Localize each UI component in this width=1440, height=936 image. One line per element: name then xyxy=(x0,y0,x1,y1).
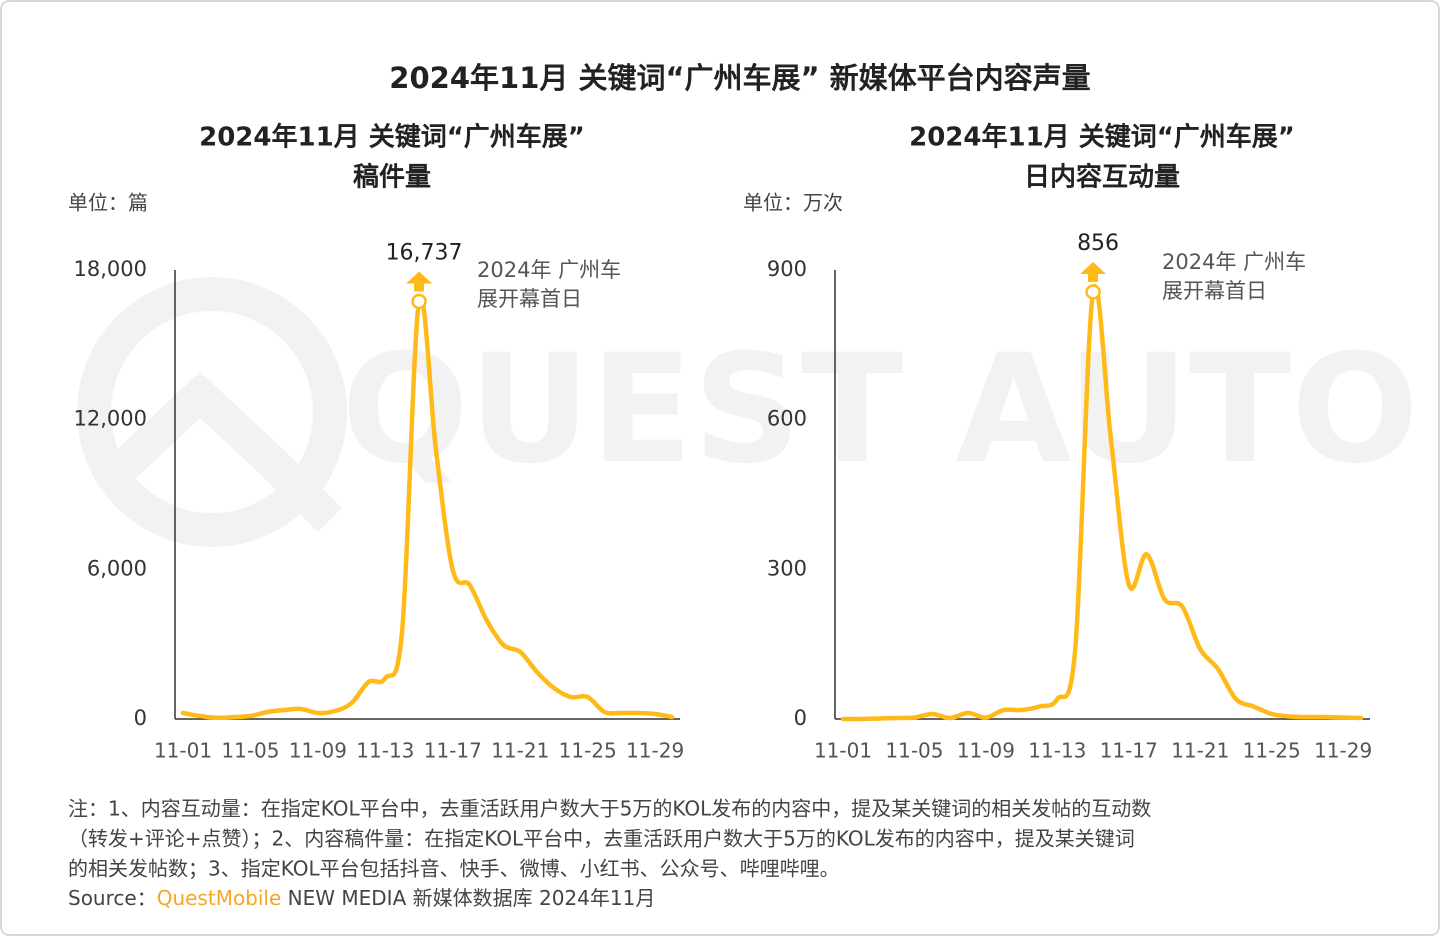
x-tick-label: 11-09 xyxy=(957,739,1015,763)
peak-marker xyxy=(1085,284,1101,300)
x-tick-label: 11-01 xyxy=(814,739,872,763)
watermark-logo xyxy=(77,277,347,547)
x-tick-label: 11-25 xyxy=(1243,739,1301,763)
unit-label: 单位：篇 xyxy=(68,191,148,215)
source-text: NEW MEDIA 新媒体数据库 2024年11月 xyxy=(281,886,655,910)
note-line: 的相关发帖数；3、指定KOL平台包括抖音、快手、微博、小红书、公众号、哔哩哔哩。 xyxy=(68,857,840,881)
watermark: QUEST AUTO xyxy=(341,323,1418,497)
peak-arrow xyxy=(1088,271,1099,282)
source: Source：QuestMobile NEW MEDIA 新媒体数据库 2024… xyxy=(68,886,655,910)
chart-subtitle: 稿件量 xyxy=(353,162,431,193)
y-tick-label: 0 xyxy=(794,706,807,730)
annotation: 展开幕首日 xyxy=(477,287,582,311)
peak-arrow xyxy=(1080,261,1107,274)
x-tick-label: 11-13 xyxy=(1028,739,1086,763)
x-tick-label: 11-21 xyxy=(491,739,549,763)
x-tick-label: 11-29 xyxy=(626,739,684,763)
data-label: 16,737 xyxy=(386,241,463,266)
peak-arrow xyxy=(406,271,433,284)
data-label: 856 xyxy=(1077,231,1119,256)
y-tick-label: 18,000 xyxy=(74,257,147,281)
x-tick-label: 11-17 xyxy=(424,739,482,763)
x-tick-label: 11-17 xyxy=(1100,739,1158,763)
x-tick-label: 11-21 xyxy=(1171,739,1229,763)
y-tick-label: 600 xyxy=(767,407,807,431)
chart-title: 2024年11月 关键词“广州车展” xyxy=(909,122,1295,153)
y-tick-label: 300 xyxy=(767,556,807,580)
source-label: Source： xyxy=(68,886,157,910)
x-tick-label: 11-01 xyxy=(154,739,212,763)
annotation: 展开幕首日 xyxy=(1162,279,1267,303)
chart-subtitle: 日内容互动量 xyxy=(1024,162,1180,193)
y-tick-label: 0 xyxy=(134,706,147,730)
chart-title: 2024年11月 关键词“广州车展” xyxy=(199,122,585,153)
y-tick-label: 12,000 xyxy=(74,407,147,431)
note-line: 注：1、内容互动量：在指定KOL平台中，去重活跃用户数大于5万的KOL发布的内容… xyxy=(68,797,1151,821)
x-tick-label: 11-29 xyxy=(1314,739,1372,763)
x-tick-label: 11-09 xyxy=(289,739,347,763)
page-title: 2024年11月 关键词“广州车展” 新媒体平台内容声量 xyxy=(389,61,1090,95)
source-brand: QuestMobile xyxy=(157,886,282,910)
peak-marker xyxy=(411,293,427,310)
x-tick-label: 11-13 xyxy=(356,739,414,763)
x-tick-label: 11-05 xyxy=(221,739,279,763)
y-tick-label: 900 xyxy=(767,257,807,281)
unit-label: 单位：万次 xyxy=(743,191,843,215)
peak-arrow xyxy=(414,281,425,292)
note-line: （转发+评论+点赞）；2、内容稿件量：在指定KOL平台中，去重活跃用户数大于5万… xyxy=(68,827,1135,851)
y-tick-label: 6,000 xyxy=(87,556,147,580)
annotation: 2024年 广州车 xyxy=(1162,250,1306,274)
annotation: 2024年 广州车 xyxy=(477,258,621,282)
x-tick-label: 11-05 xyxy=(885,739,943,763)
x-tick-label: 11-25 xyxy=(559,739,617,763)
